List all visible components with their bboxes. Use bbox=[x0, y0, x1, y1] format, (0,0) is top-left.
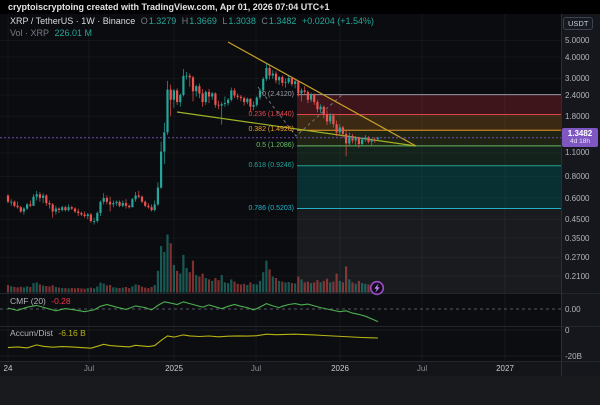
bottom-toolbar: TradingView bbox=[0, 376, 600, 405]
time-axis[interactable] bbox=[0, 361, 600, 376]
trendline-wedge[interactable] bbox=[176, 41, 417, 147]
pane-separators bbox=[0, 14, 600, 376]
current-price-value: 1.3482 bbox=[567, 129, 593, 139]
currency-unit-button[interactable]: USDT bbox=[563, 17, 594, 30]
price-axis[interactable] bbox=[561, 14, 600, 376]
candles-layer bbox=[6, 63, 380, 225]
attribution-bar: cryptoiscryptoing created with TradingVi… bbox=[0, 0, 600, 14]
accdist-pane[interactable] bbox=[0, 326, 561, 361]
fib-retracement[interactable] bbox=[257, 86, 561, 293]
accdist-plot bbox=[7, 333, 379, 349]
price-pane[interactable] bbox=[0, 14, 561, 293]
bar-countdown: 4d 18h bbox=[570, 138, 590, 146]
stream-marker-icon[interactable] bbox=[369, 280, 385, 296]
current-price-badge: 1.3482 4d 18h bbox=[562, 128, 598, 148]
cmf-plot bbox=[0, 301, 561, 323]
